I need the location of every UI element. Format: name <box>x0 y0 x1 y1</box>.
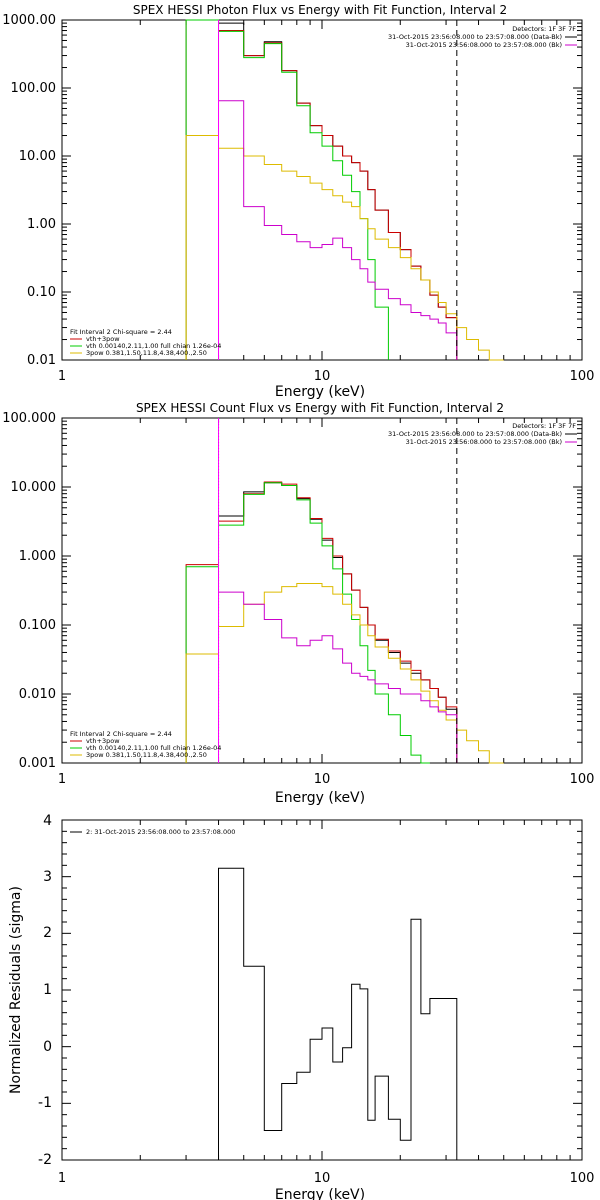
series-line-3pow <box>185 583 504 764</box>
legend-text: 2: 31-Oct-2015 23:56:08.000 to 23:57:08.… <box>86 828 235 836</box>
panel1-series <box>185 19 504 361</box>
fit-title: Fit Interval 2 Chi-square = 2.44 <box>70 730 172 738</box>
y-tick-label: 2 <box>43 925 52 941</box>
residuals-panel: -2 -1 0 1 2 3 4 1 10 100 Energy (keV) No… <box>8 813 594 1200</box>
series-line-bk <box>218 591 458 763</box>
y-tick-label: -1 <box>38 1095 52 1111</box>
panel1-x-tick-labels: 1 10 100 <box>58 369 595 384</box>
series-line-3pow <box>185 135 504 361</box>
panel3-y-tick-labels: -2 -1 0 1 2 3 4 <box>38 813 52 1168</box>
x-tick-label: 100 <box>570 1171 595 1186</box>
y-tick-label: 0.10 <box>27 285 56 300</box>
y-tick-label: 0.010 <box>19 687 56 702</box>
fit-line-3pow: 3pow 0.381,1.50,11.8,4.38,400.,2.50 <box>86 751 207 759</box>
header-bk: 31-Oct-2015 23:56:08.000 to 23:57:08.000… <box>406 41 562 49</box>
panel1-title: SPEX HESSI Photon Flux vs Energy with Fi… <box>133 3 507 17</box>
panel1-fit-legend: Fit Interval 2 Chi-square = 2.44 vth+3po… <box>70 328 221 357</box>
x-tick-label: 10 <box>314 369 331 384</box>
fit-line-vth: vth 0.00140,2.11,1.00 full chian 1.26e-0… <box>86 342 221 350</box>
x-tick-label: 1 <box>58 1171 66 1186</box>
header-detectors: Detectors: 1F 3F 7F <box>512 422 576 430</box>
panel1-header: Detectors: 1F 3F 7F 31-Oct-2015 23:56:08… <box>388 25 577 49</box>
panel2-title: SPEX HESSI Count Flux vs Energy with Fit… <box>136 401 504 415</box>
series-line-vth <box>185 482 430 764</box>
series-line-vth+3pow <box>185 19 458 360</box>
y-tick-label: 1.00 <box>27 217 56 232</box>
fit-line-vth+3pow: vth+3pow <box>86 737 120 745</box>
y-tick-label: 100.00 <box>11 81 57 96</box>
panel3-series <box>218 867 458 1160</box>
panel3-legend: 2: 31-Oct-2015 23:56:08.000 to 23:57:08.… <box>70 828 235 836</box>
x-tick-label: 100 <box>570 772 595 787</box>
y-tick-label: 10.000 <box>11 480 57 495</box>
y-tick-label: 4 <box>43 813 52 829</box>
series-line-data-bk <box>218 22 458 360</box>
panel2-fit-legend: Fit Interval 2 Chi-square = 2.44 vth+3po… <box>70 730 221 759</box>
y-tick-label: 1000.00 <box>2 13 56 28</box>
panel3-axes-box <box>61 819 583 1161</box>
x-tick-label: 100 <box>570 369 595 384</box>
fit-line-vth: vth 0.00140,2.11,1.00 full chian 1.26e-0… <box>86 744 221 752</box>
panel2-y-tick-labels: 0.001 0.010 0.100 1.000 10.000 100.000 <box>2 411 56 771</box>
fit-line-vth+3pow: vth+3pow <box>86 335 120 343</box>
series-line-residuals <box>218 867 458 1160</box>
x-tick-label: 1 <box>58 772 66 787</box>
panel2-header: Detectors: 1F 3F 7F 31-Oct-2015 23:56:08… <box>388 422 577 446</box>
panel3-ticks <box>61 820 582 1161</box>
panel2-markers <box>218 418 458 763</box>
panel3-x-axis-label: Energy (keV) <box>275 1187 365 1200</box>
y-tick-label: 1 <box>43 982 52 998</box>
count-flux-panel: SPEX HESSI Count Flux vs Energy with Fit… <box>2 401 594 806</box>
y-tick-label: 10.00 <box>19 149 56 164</box>
x-tick-label: 10 <box>314 772 331 787</box>
y-tick-label: 0.100 <box>19 618 56 633</box>
photon-flux-panel: SPEX HESSI Photon Flux vs Energy with Fi… <box>2 3 594 400</box>
x-tick-label: 1 <box>58 369 66 384</box>
header-detectors: Detectors: 1F 3F 7F <box>512 25 576 33</box>
panel2-ticks <box>61 418 582 764</box>
x-tick-label: 10 <box>314 1171 331 1186</box>
y-tick-label: 0 <box>43 1039 52 1055</box>
y-tick-label: 100.000 <box>2 411 56 426</box>
panel3-x-tick-labels: 1 10 100 <box>58 1171 595 1186</box>
panel1-y-tick-labels: 0.01 0.10 1.00 10.00 100.00 1000.00 <box>2 13 56 368</box>
fit-title: Fit Interval 2 Chi-square = 2.44 <box>70 328 172 336</box>
y-tick-label: -2 <box>38 1152 52 1168</box>
panel2-axes-box <box>61 417 583 764</box>
panel2-x-tick-labels: 1 10 100 <box>58 772 595 787</box>
y-tick-label: 0.01 <box>27 353 56 368</box>
header-data-bk: 31-Oct-2015 23:56:08.000 to 23:57:08.000… <box>388 33 562 41</box>
panel1-ticks <box>61 20 582 361</box>
panel3-y-axis-label: Normalized Residuals (sigma) <box>8 886 24 1094</box>
y-tick-label: 0.001 <box>19 756 56 771</box>
header-bk: 31-Oct-2015 23:56:08.000 to 23:57:08.000… <box>406 438 562 446</box>
fit-line-3pow: 3pow 0.381,1.50,11.8,4.38,400.,2.50 <box>86 349 207 357</box>
series-line-vth+3pow <box>185 481 458 763</box>
series-line-data-bk <box>218 482 458 763</box>
series-line-bk <box>218 100 458 360</box>
y-tick-label: 3 <box>43 869 52 885</box>
panel1-x-axis-label: Energy (keV) <box>275 384 365 400</box>
header-data-bk: 31-Oct-2015 23:56:08.000 to 23:57:08.000… <box>388 430 562 438</box>
panel2-x-axis-label: Energy (keV) <box>275 790 365 806</box>
panel1-markers <box>218 20 458 360</box>
y-tick-label: 1.000 <box>19 549 56 564</box>
panel2-series <box>185 481 504 764</box>
